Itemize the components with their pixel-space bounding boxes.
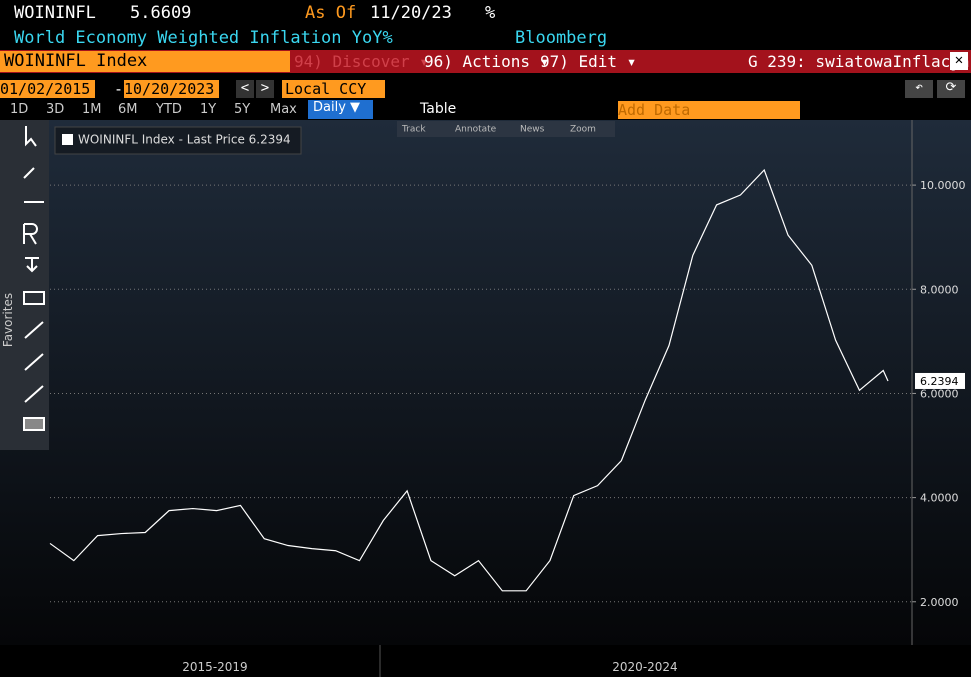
y-tick-label: 2.0000 (920, 596, 959, 609)
range-button[interactable]: 6M (118, 102, 138, 117)
y-tick-label: 10.0000 (920, 179, 966, 192)
last-value-box (915, 372, 965, 389)
add-data[interactable]: Add Data (618, 101, 800, 119)
refresh[interactable]: ⟳ (937, 80, 965, 98)
range-button[interactable]: YTD (156, 102, 182, 117)
unit: % (485, 3, 496, 23)
tool-icons (23, 126, 45, 431)
favorites: Favorites (1, 293, 15, 347)
chart-tools (397, 121, 615, 137)
x-axis-band (0, 645, 971, 677)
range-button[interactable]: 1D (10, 102, 29, 117)
chart-tool: Track (401, 125, 426, 135)
undo[interactable]: ↶ (905, 80, 933, 98)
as-of: 11/20/23 (370, 3, 452, 23)
plot-background (0, 120, 971, 645)
edit[interactable]: 97) Edit ▾ (540, 52, 637, 71)
next[interactable]: > (256, 80, 274, 98)
x-period-label: 2020-2024 (612, 660, 677, 674)
value: 5.6609 (130, 3, 192, 23)
range-button[interactable]: 1Y (200, 102, 217, 117)
table[interactable]: Table (420, 101, 457, 117)
legend (54, 126, 302, 155)
close[interactable]: ✕ (950, 52, 968, 70)
range-button[interactable]: Max (270, 102, 297, 117)
frequency[interactable]: Daily ▼ (308, 100, 373, 119)
legend-label: WOININFL Index - Last Price 6.2394 (78, 133, 291, 147)
source: Bloomberg (515, 28, 608, 48)
page-name: G 239: swiatowaInflacja (748, 52, 970, 71)
left-toolbar (0, 120, 49, 450)
currency[interactable]: Local CCY (282, 80, 385, 98)
date-separator: - (114, 80, 124, 98)
actions[interactable]: 96) Actions ▾ (424, 52, 550, 71)
as-of-label: As Of (305, 3, 357, 23)
x-period-label: 2015-2019 (182, 660, 247, 674)
end-date[interactable]: 10/20/2023 (124, 80, 219, 98)
y-tick-label: 4.0000 (920, 492, 959, 505)
chart-tool: News (520, 125, 545, 135)
start-date[interactable]: 01/02/2015 (0, 80, 95, 98)
description: World Economy Weighted Inflation YoY% (14, 28, 393, 48)
prev[interactable]: < (236, 80, 254, 98)
range-button[interactable]: 3D (46, 102, 65, 117)
last-value-label: 6.2394 (920, 375, 959, 388)
ticker: WOININFL (14, 3, 96, 23)
chart-tool: Zoom (570, 125, 596, 135)
chart: Favorites WOININFL Index - Last Price 6.… (0, 120, 971, 677)
discover[interactable]: 94) Discover ▾ (294, 52, 429, 71)
chart-tool: Annotate (455, 125, 497, 135)
range-button[interactable]: 5Y (234, 102, 251, 117)
legend-swatch (62, 134, 73, 145)
security-field[interactable]: WOININFL Index (0, 51, 290, 72)
y-tick-label: 8.0000 (920, 283, 959, 296)
y-tick-label: 6.0000 (920, 387, 959, 400)
range-button[interactable]: 1M (82, 102, 102, 117)
price-line (49, 168, 889, 592)
